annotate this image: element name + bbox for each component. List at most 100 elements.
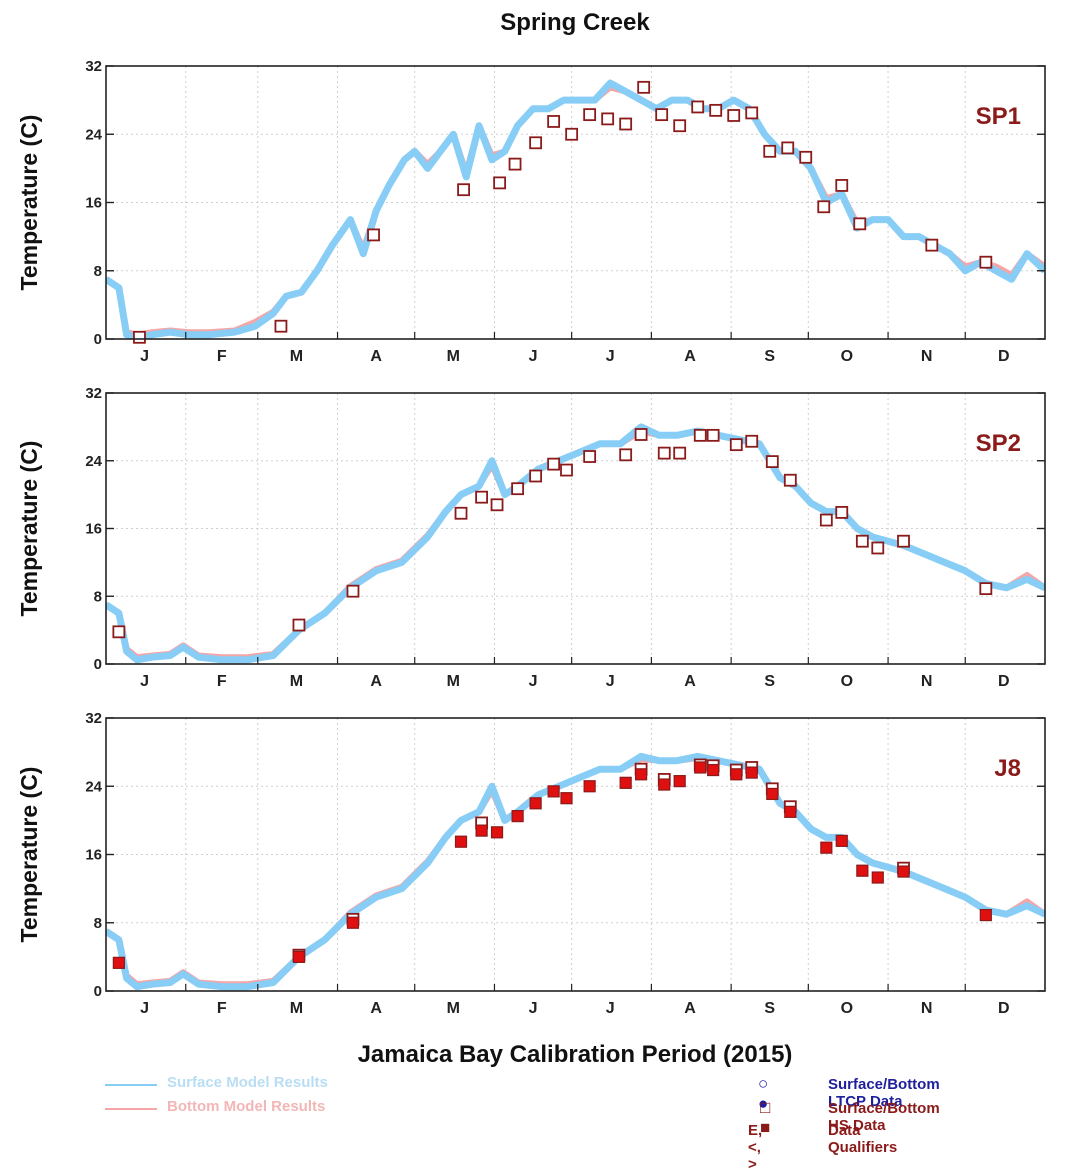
hs-data-point bbox=[781, 141, 795, 155]
hs-data-point bbox=[583, 450, 597, 463]
y-axis-label: Temperature (C) bbox=[16, 767, 42, 943]
hs-data-point bbox=[637, 80, 651, 94]
hs-data-point bbox=[691, 100, 705, 114]
x-tick-label: M bbox=[447, 673, 460, 690]
hs-data-point bbox=[547, 457, 561, 471]
hs-data-point-filled bbox=[547, 785, 560, 798]
hs-data-point bbox=[745, 434, 759, 448]
legend-ltcp-label: Surface/Bottom LTCP Data bbox=[828, 1076, 940, 1110]
hs-data-point-filled bbox=[730, 768, 743, 781]
hs-data-point bbox=[655, 108, 669, 122]
hs-data-point bbox=[693, 428, 707, 442]
series-surface-line bbox=[106, 423, 1045, 664]
hs-data-point-filled bbox=[745, 766, 758, 779]
hs-data-point bbox=[112, 625, 126, 639]
hs-data-point bbox=[871, 541, 885, 555]
x-tick-label: A bbox=[684, 348, 696, 365]
y-tick-label: 0 bbox=[94, 656, 102, 673]
hs-data-point bbox=[560, 463, 573, 477]
legend-bottom-line bbox=[105, 1108, 157, 1110]
figure: Spring Creek 0 8 16 24 32 J F M A M J J A S O N D Tempera… bbox=[16, 9, 1046, 1068]
hs-data-point bbox=[133, 330, 146, 344]
y-tick-label: 0 bbox=[94, 331, 102, 348]
hs-data-point bbox=[819, 513, 833, 527]
hs-data-point bbox=[979, 582, 993, 596]
hs-data-point bbox=[709, 103, 723, 117]
y-tick-label: 16 bbox=[85, 847, 102, 864]
x-tick-label: O bbox=[841, 348, 853, 365]
x-tick-label: A bbox=[370, 348, 382, 365]
y-tick-label: 32 bbox=[85, 58, 102, 75]
panel-sp1: 0 8 16 24 32 J F M A M J J A S O N D Temperature (C) SP1 bbox=[16, 58, 1046, 365]
series-surface-line bbox=[106, 79, 1045, 339]
hs-data-point bbox=[835, 506, 849, 519]
hs-data-point-filled bbox=[112, 956, 125, 969]
x-tick-label: J bbox=[140, 1000, 149, 1017]
hs-data-point-filled bbox=[820, 841, 833, 854]
hs-data-point bbox=[706, 428, 720, 442]
hs-data-point bbox=[979, 255, 993, 269]
hs-data-point bbox=[817, 200, 831, 214]
legend-bottom-label: Bottom Model Results bbox=[167, 1098, 326, 1115]
hs-data-point-filled bbox=[979, 908, 992, 922]
legend-hs-symbols: □ ■ bbox=[760, 1098, 771, 1137]
hs-data-point bbox=[855, 534, 869, 548]
x-tick-label: J bbox=[606, 673, 615, 690]
x-axis-label: Jamaica Bay Calibration Period (2015) bbox=[358, 1041, 793, 1068]
hs-data-point bbox=[729, 438, 743, 452]
hs-data-point bbox=[529, 469, 543, 483]
x-tick-label: A bbox=[370, 673, 382, 690]
hs-data-point-filled bbox=[490, 826, 504, 839]
y-axis-label: Temperature (C) bbox=[16, 441, 42, 617]
hs-data-point-filled bbox=[346, 916, 360, 929]
hs-data-point bbox=[673, 119, 687, 133]
series-bottom-line bbox=[106, 84, 1045, 338]
hs-data-point bbox=[853, 217, 867, 231]
hs-data-point bbox=[601, 112, 615, 126]
x-tick-label: A bbox=[370, 1000, 382, 1017]
hs-data-point-filled bbox=[897, 865, 910, 878]
x-tick-label: D bbox=[998, 673, 1010, 690]
hs-data-point bbox=[565, 127, 579, 141]
hs-data-point bbox=[673, 446, 687, 460]
x-tick-label: J bbox=[529, 673, 538, 690]
hs-data-point bbox=[490, 498, 504, 512]
hs-data-point bbox=[274, 319, 288, 333]
x-tick-label: J bbox=[606, 348, 615, 365]
hs-data-point-filled bbox=[475, 824, 488, 837]
hs-data-point-filled bbox=[856, 864, 869, 877]
hs-data-point bbox=[763, 144, 777, 158]
legend-surface-label: Surface Model Results bbox=[167, 1074, 328, 1091]
x-tick-label: D bbox=[998, 1000, 1010, 1017]
x-tick-label: M bbox=[290, 1000, 303, 1017]
y-tick-label: 8 bbox=[94, 588, 102, 605]
hs-data-point bbox=[367, 228, 380, 242]
y-tick-label: 8 bbox=[94, 915, 102, 932]
y-tick-label: 8 bbox=[94, 263, 102, 280]
panel-label: SP2 bbox=[976, 430, 1021, 457]
x-tick-label: M bbox=[447, 348, 460, 365]
chart-title: Spring Creek bbox=[500, 9, 650, 36]
hs-data-point bbox=[292, 618, 306, 632]
hs-data-point-filled bbox=[707, 763, 720, 777]
panel-label: J8 bbox=[994, 755, 1021, 782]
legend-surface-line bbox=[105, 1084, 157, 1086]
hs-data-point bbox=[475, 490, 489, 504]
hs-data-point-filled bbox=[635, 768, 648, 781]
x-tick-label: O bbox=[841, 1000, 853, 1017]
hs-data-point bbox=[508, 157, 522, 171]
hs-data-point-filled bbox=[835, 834, 848, 847]
hs-data-point bbox=[799, 150, 813, 164]
panels: 0 8 16 24 32 J F M A M J J A S O N D Temperature (C) SP1 0 8… bbox=[16, 58, 1046, 1017]
x-tick-label: S bbox=[764, 673, 775, 690]
x-tick-label: J bbox=[606, 1000, 615, 1017]
y-tick-label: 24 bbox=[85, 453, 102, 470]
legend-hs-label: Surface/Bottom HS Data bbox=[828, 1100, 940, 1134]
x-tick-label: J bbox=[529, 1000, 538, 1017]
hs-data-point bbox=[897, 534, 910, 548]
hs-data-point bbox=[493, 176, 507, 190]
hs-data-point bbox=[765, 455, 779, 468]
x-tick-label: N bbox=[921, 348, 933, 365]
legend-ltcp-symbols: ○ ● bbox=[758, 1074, 769, 1113]
panel-label: SP1 bbox=[976, 103, 1021, 130]
